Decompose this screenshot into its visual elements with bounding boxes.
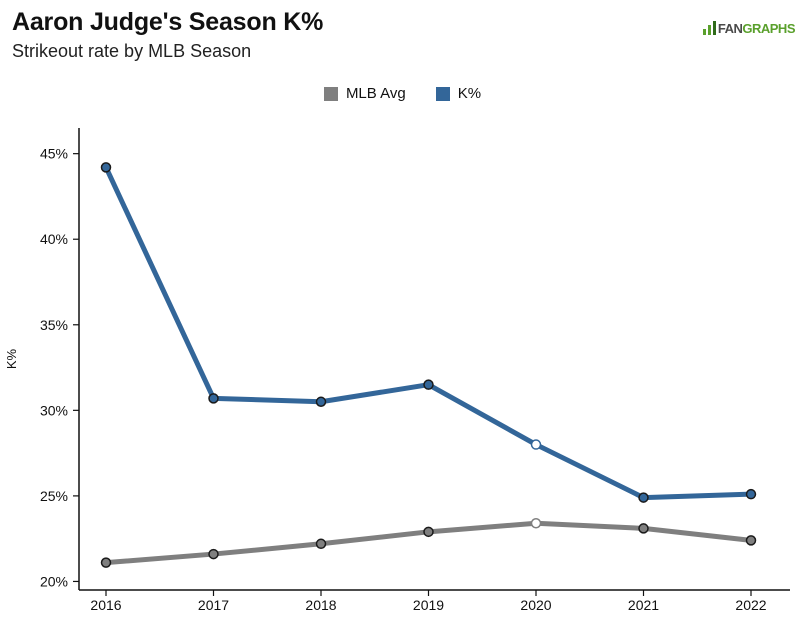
y-tick-label: 45% — [40, 146, 68, 162]
data-point-k-pct — [530, 439, 542, 450]
y-tick-label: 30% — [40, 402, 68, 418]
data-point-mlb-avg — [745, 535, 757, 546]
x-tick-label: 2018 — [305, 597, 336, 613]
legend-item-mlb-avg[interactable]: MLB Avg — [323, 85, 406, 102]
y-tick-label: 25% — [40, 488, 68, 504]
data-point-mlb-avg — [100, 557, 112, 568]
x-tick-label: 2016 — [90, 597, 121, 613]
data-point-k-pct — [638, 492, 649, 503]
legend-swatch-k-pct — [435, 86, 450, 101]
chart-subtitle: Strikeout rate by MLB Season — [12, 41, 252, 61]
data-point-mlb-avg — [208, 548, 219, 560]
x-tick-label: 2022 — [735, 597, 766, 613]
fangraphs-logo-text: FANGRAPHS — [717, 20, 796, 36]
x-tick-label: 2020 — [520, 597, 551, 613]
legend-item-k-pct[interactable]: K% — [435, 85, 482, 102]
y-tick-label: 40% — [40, 231, 68, 247]
x-tick-label: 2017 — [198, 597, 229, 613]
fangraphs-logo: FANGRAPHS — [702, 20, 795, 36]
y-tick-label: 20% — [40, 573, 68, 589]
data-point-mlb-avg — [315, 538, 327, 550]
data-point-k-pct — [315, 396, 327, 408]
data-point-mlb-avg — [530, 518, 542, 529]
series-line-k-pct — [103, 164, 754, 501]
x-tick-label: 2019 — [413, 597, 444, 613]
x-tick-label: 2021 — [628, 597, 659, 613]
data-point-k-pct — [100, 162, 112, 173]
data-point-mlb-avg — [423, 526, 434, 538]
chart-legend: MLB Avg K% — [0, 85, 805, 102]
legend-label-k-pct: K% — [457, 85, 482, 102]
data-point-k-pct — [423, 379, 434, 390]
data-point-k-pct — [208, 393, 219, 404]
data-point-mlb-avg — [638, 523, 649, 534]
y-tick-label: 35% — [40, 317, 68, 333]
chart-title: Aaron Judge's Season K% — [12, 8, 324, 36]
fangraphs-logo-icon — [702, 21, 716, 35]
data-point-k-pct — [745, 488, 757, 500]
legend-swatch-mlb-avg — [323, 86, 338, 101]
legend-label-mlb-avg: MLB Avg — [345, 85, 406, 102]
y-axis-title: K% — [4, 348, 19, 369]
